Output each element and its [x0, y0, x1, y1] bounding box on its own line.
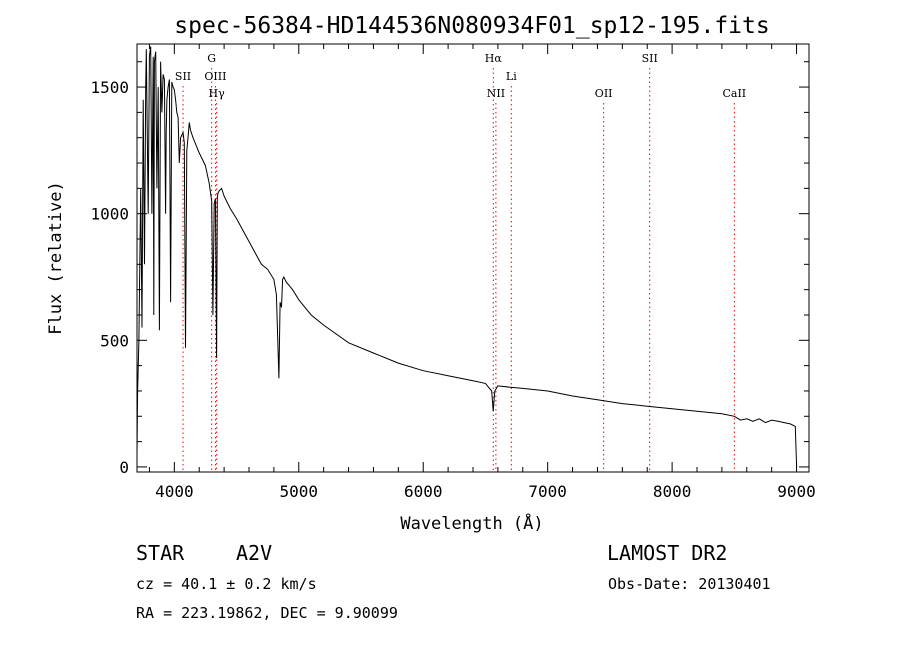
spectral-line-label: G [207, 52, 216, 65]
y-tick-label: 1500 [90, 78, 129, 97]
x-tick-label: 8000 [653, 482, 692, 501]
y-axis-label: Flux (relative) [46, 181, 66, 335]
x-tick-label: 4000 [155, 482, 194, 501]
y-tick-label: 0 [119, 458, 129, 477]
spectral-line-label: OII [595, 87, 613, 100]
x-tick-label: 5000 [280, 482, 319, 501]
spectral-line-label: SII [642, 52, 658, 65]
spectral-subclass: A2V [236, 541, 273, 565]
observation-date: Obs-Date: 20130401 [608, 575, 771, 593]
survey-name: LAMOST DR2 [607, 541, 728, 565]
x-tick-label: 9000 [777, 482, 816, 501]
spectral-line-label: CaII [722, 87, 746, 100]
object-type: STAR [136, 541, 185, 565]
x-axis-label: Wavelength (Å) [400, 512, 543, 534]
x-tick-label: 7000 [528, 482, 567, 501]
spectral-line-label: Hα [485, 52, 503, 65]
chart-title: spec-56384-HD144536N080934F01_sp12-195.f… [174, 13, 769, 39]
spectral-line-label: NII [487, 87, 505, 100]
y-tick-label: 500 [100, 331, 129, 350]
plot-frame [136, 43, 810, 473]
line-marker-group [182, 68, 735, 472]
x-axis: 4000 5000 6000 7000 8000 9000 [148, 44, 816, 501]
sky-coordinates: RA = 223.19862, DEC = 9.90099 [136, 604, 398, 622]
spectral-line-label: SII [175, 70, 191, 83]
redshift-value: cz = 40.1 ± 0.2 km/s [136, 575, 317, 593]
spectrum-line [136, 46, 798, 467]
y-tick-label: 1000 [90, 205, 129, 224]
x-tick-label: 6000 [404, 482, 443, 501]
spectral-line-label: OIII [204, 70, 226, 83]
spectral-line-label: Li [506, 70, 517, 83]
y-axis: 0 500 1000 1500 [90, 61, 809, 477]
spectral-line-label: Hγ [209, 87, 226, 100]
